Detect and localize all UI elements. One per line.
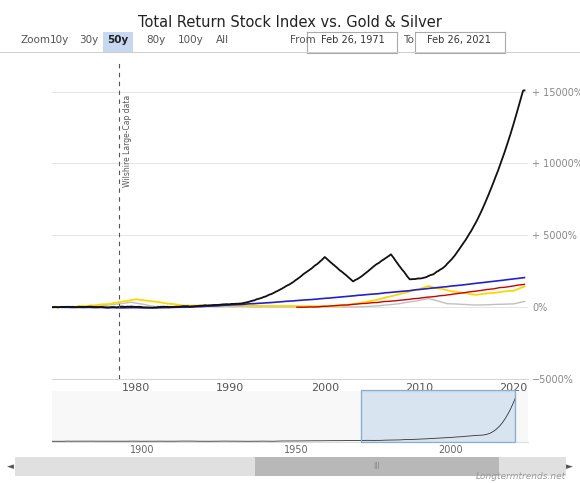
Text: 80y: 80y — [146, 35, 165, 44]
Text: 50y: 50y — [107, 35, 128, 44]
Text: Total Return Stock Index vs. Gold & Silver: Total Return Stock Index vs. Gold & Silv… — [138, 15, 442, 30]
Text: ►: ► — [566, 462, 573, 471]
Text: Feb 26, 1971: Feb 26, 1971 — [321, 35, 385, 44]
Text: III: III — [374, 462, 380, 471]
Text: All: All — [216, 35, 229, 44]
Text: From: From — [290, 35, 316, 44]
Bar — [361, 390, 516, 442]
Text: Wilshire Large-Cap data: Wilshire Large-Cap data — [122, 95, 132, 186]
Text: 30y: 30y — [79, 35, 99, 44]
Bar — [361, 391, 516, 442]
Text: 100y: 100y — [177, 35, 203, 44]
Text: To: To — [403, 35, 414, 44]
Text: Feb 26, 2021: Feb 26, 2021 — [427, 35, 491, 44]
Text: ◄: ◄ — [7, 462, 14, 471]
Text: Longtermtrends.net: Longtermtrends.net — [476, 471, 566, 481]
Text: 10y: 10y — [50, 35, 70, 44]
Text: Zoom: Zoom — [20, 35, 50, 44]
